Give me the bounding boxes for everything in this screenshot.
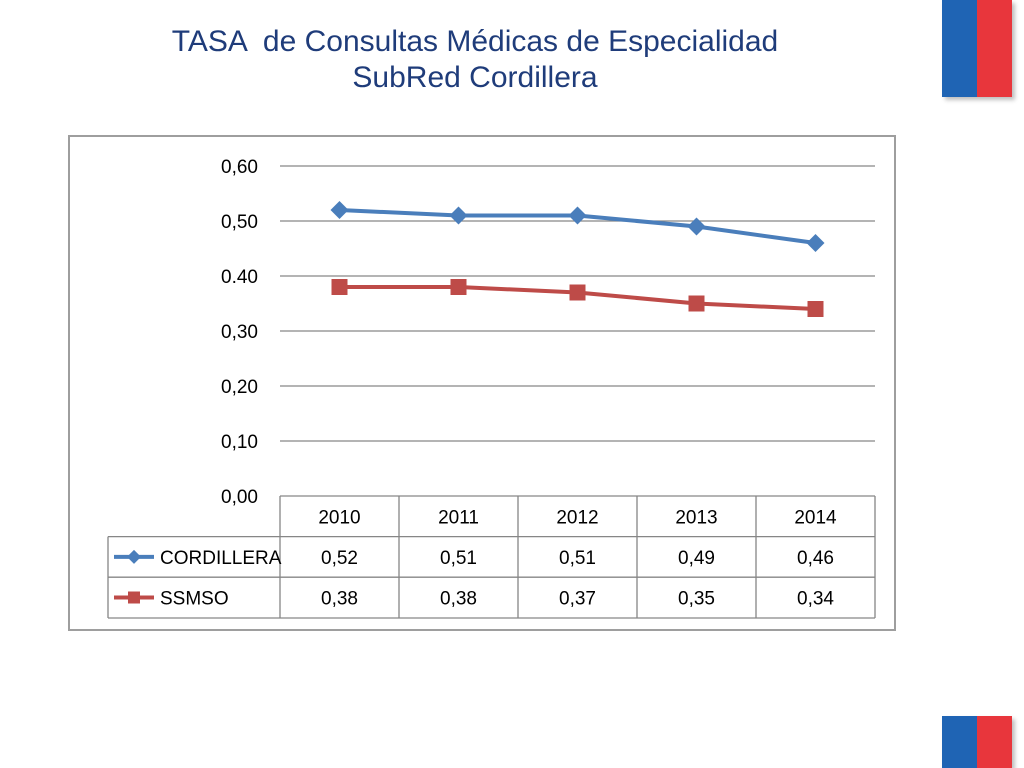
flag-decoration-top (942, 0, 1012, 97)
category-label: 2011 (438, 507, 479, 528)
legend-marker-diamond (127, 549, 141, 564)
category-label: 2010 (318, 507, 360, 528)
data-point-square (688, 295, 705, 312)
table-value: 0,37 (559, 589, 596, 610)
legend-marker-square (128, 591, 140, 604)
data-point-diamond (330, 201, 349, 219)
y-tick-label: 0,00 (221, 487, 258, 508)
flag-red-band (977, 0, 1012, 97)
table-value: 0,52 (321, 548, 358, 569)
table-value: 0,51 (559, 548, 596, 569)
data-point-square (807, 301, 824, 317)
y-tick-label: 0,10 (221, 432, 258, 453)
table-value: 0,35 (678, 589, 715, 610)
flag-red-band (977, 716, 1012, 768)
chart-frame: 0,00 0,10 0,20 0,30 0.40 0,50 0,60 2010 2011 2012… (68, 135, 896, 631)
table-value: 0,49 (678, 548, 715, 569)
data-point-diamond (806, 234, 825, 252)
line-chart: 0,00 0,10 0,20 0,30 0.40 0,50 0,60 2010 2011 2012… (107, 157, 876, 619)
flag-blue-band (942, 0, 977, 97)
y-tick-label: 0,30 (221, 322, 258, 343)
flag-blue-band (942, 716, 977, 768)
title-line-2: SubRed Cordillera (352, 61, 598, 94)
category-label: 2014 (794, 507, 837, 528)
category-label: 2013 (675, 507, 717, 528)
y-tick-label: 0,60 (221, 157, 258, 178)
y-tick-label: 0,20 (221, 377, 258, 398)
data-point-square (450, 279, 467, 295)
legend-label: CORDILLERA (160, 548, 282, 569)
data-point-square (331, 279, 348, 295)
table-value: 0,38 (321, 589, 358, 610)
title-line-1: TASA de Consultas Médicas de Especialida… (171, 25, 779, 58)
table-value: 0,46 (797, 548, 834, 569)
table-value: 0,51 (440, 548, 477, 569)
category-label: 2012 (556, 507, 598, 528)
flag-decoration-bottom (942, 716, 1012, 768)
data-point-diamond (687, 217, 706, 236)
table-value: 0,34 (797, 589, 834, 610)
table-value: 0,38 (440, 589, 477, 610)
data-point-square (569, 284, 586, 301)
data-point-diamond (568, 206, 587, 225)
legend-label: SSMSO (160, 589, 229, 610)
slide-title: TASA de Consultas Médicas de Especialida… (60, 24, 890, 96)
data-point-diamond (449, 206, 468, 225)
y-tick-label: 0,50 (221, 212, 258, 233)
y-tick-label: 0.40 (221, 267, 258, 288)
